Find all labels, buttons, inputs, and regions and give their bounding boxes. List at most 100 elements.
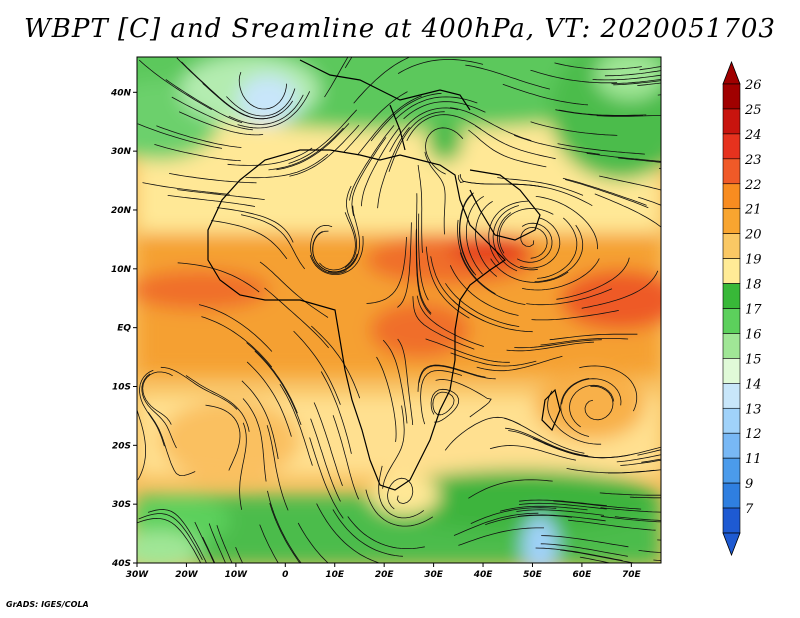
streamline [556,257,630,300]
streamline [637,82,661,86]
streamline [264,287,330,349]
streamline [519,499,607,507]
streamline [311,325,361,399]
streamline [332,509,403,557]
streamline [137,517,202,563]
streamline [425,246,470,319]
lat-tick-label: 10N [111,265,132,275]
streamline [518,502,607,510]
streamline [235,547,243,563]
colorbar-swatch [722,108,741,135]
streamline [171,96,253,131]
streamline [502,83,589,106]
streamline [142,371,173,425]
streamline [403,101,486,120]
colorbar-swatch [722,208,741,234]
streamline [241,214,306,270]
streamline [449,265,519,316]
streamline [365,489,434,527]
streamline [600,507,661,513]
colorbar-swatch [722,482,741,509]
map-frame [136,56,662,564]
streamline [160,366,238,410]
colorbar-swatch [722,308,741,334]
streamline [147,509,207,563]
streamline [418,213,429,301]
streamline [142,182,230,195]
streamline [177,262,260,293]
colorbar-swatch [722,258,741,284]
lat-tick-label: 30S [112,500,131,510]
streamline [584,385,614,421]
streamline [531,310,619,321]
streamline [425,127,464,175]
streamline [343,91,408,153]
colorbar-label: 14 [745,377,762,392]
streamline [562,177,647,206]
streamline [641,458,661,463]
streamline [313,402,343,486]
colorbar-label: 18 [745,278,762,293]
streamline [489,445,576,461]
streamline [468,129,547,168]
streamline [553,500,642,510]
colorbar-label: 20 [744,228,762,243]
streamline [268,127,344,171]
streamline [309,235,364,275]
streamline [276,123,350,171]
streamline [245,153,329,179]
streamline [450,107,532,141]
streamline [154,144,241,162]
streamline [629,496,661,499]
streamline [566,468,655,474]
streamline [297,522,329,563]
streamline [139,369,165,447]
streamline [266,425,289,511]
streamline [310,224,347,274]
streamline [324,57,349,98]
colorbar-label: 13 [745,402,762,417]
streamline [639,66,661,71]
colorbar-swatch [722,158,741,185]
streamline [241,380,279,460]
lat-tick-label: 10S [112,382,131,392]
streamline [522,258,600,291]
streamline [137,123,223,149]
streamline [604,70,661,77]
streamline [312,231,358,273]
streamline [246,361,292,437]
streamline [618,157,661,163]
colorbar-label: 12 [745,427,762,442]
streamline [520,226,548,259]
streamline [353,57,411,104]
streamline [382,339,408,424]
streamline [579,365,638,412]
streamline [557,143,645,155]
streamline [620,459,661,466]
streamline [138,513,203,560]
streamline [387,477,414,510]
colorbar-swatch [722,507,741,534]
streamlines [137,57,661,563]
streamline [445,283,520,327]
streamline [444,416,521,451]
colorbar-label: 17 [745,303,762,318]
lon-tick-label: 0 [282,570,288,580]
streamline [450,352,537,367]
streamline [416,295,484,347]
streamline [505,427,589,457]
lat-tick-label: 40N [110,88,132,98]
lon-tick-label: 10W [225,570,249,580]
streamline [319,212,356,271]
lon-tick-label: 30W [126,570,150,580]
streamline [490,258,569,283]
streamline [269,502,301,563]
lon-tick-label: 60E [573,570,593,580]
streamline [351,137,387,217]
streamline [432,391,455,416]
coastlines [207,59,561,491]
streamline [378,465,425,519]
streamline [397,222,412,308]
streamline [530,121,618,136]
streamline [492,205,520,272]
